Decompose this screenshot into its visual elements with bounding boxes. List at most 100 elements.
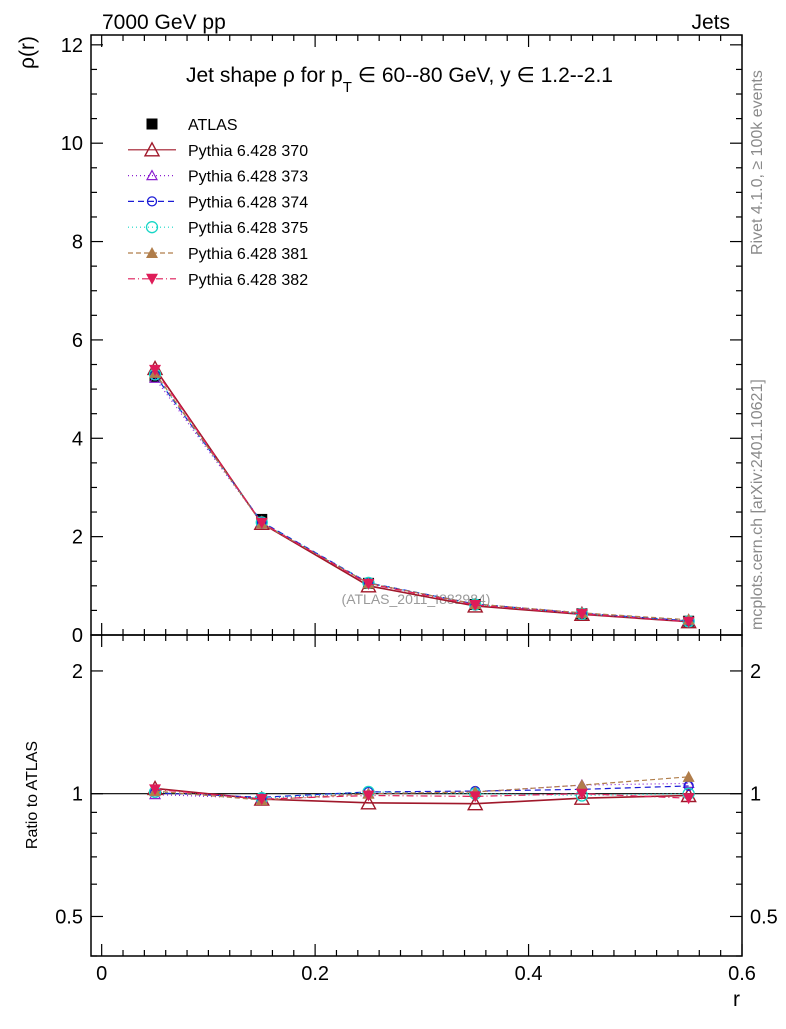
main-series-line [154, 372, 689, 621]
y-tick-label: 4 [72, 428, 83, 450]
ratio-data-point [682, 793, 695, 805]
ratio-panel-ticks [91, 635, 743, 957]
y-tick-label: 2 [72, 527, 83, 549]
legend-item: Pythia 6.428 382 [128, 272, 308, 289]
ratio-panel-series [146, 770, 697, 811]
main-series-0 [149, 371, 695, 627]
title-main: Jet shape ρ for p [186, 64, 343, 87]
ratio-data-point [362, 790, 375, 802]
title-rest: ∈ 60--80 GeV, y ∈ 1.2--2.1 [352, 64, 613, 87]
legend-item: ATLAS [146, 117, 238, 134]
y-tick-label-right: 1 [750, 784, 761, 806]
legend-label: Pythia 6.428 374 [188, 194, 308, 211]
ratio-data-point [573, 789, 591, 805]
legend-item: Pythia 6.428 370 [128, 141, 308, 160]
ratio-data-point [575, 779, 588, 791]
main-series-line [154, 367, 689, 623]
y-tick-label: 2 [72, 661, 83, 683]
main-data-point [362, 578, 375, 590]
legend-item: Pythia 6.428 374 [128, 194, 308, 211]
main-series-line [154, 373, 689, 622]
main-series-line [154, 369, 689, 623]
legend-marker [146, 273, 158, 285]
legend-label: ATLAS [188, 117, 238, 134]
ratio-data-point [467, 795, 484, 811]
main-panel-ticks [91, 35, 743, 636]
x-axis-label: r [733, 988, 740, 1011]
main-title: Jet shape ρ for pT ∈ 60--80 GeV, y ∈ 1.2… [186, 64, 613, 96]
legend-label: Pythia 6.428 382 [188, 272, 308, 289]
main-data-point [469, 600, 482, 611]
main-series-3 [149, 370, 694, 626]
x-tick-label: 0.6 [728, 963, 756, 985]
main-data-point [682, 616, 695, 628]
ratio-data-point [469, 791, 482, 803]
rivet-version-text: Rivet 4.1.0, ≥ 100k events [749, 70, 766, 255]
legend-marker [145, 169, 159, 181]
ratio-data-point [682, 770, 695, 782]
x-tick-label: 0.2 [301, 963, 329, 985]
y-tick-label: 10 [61, 133, 83, 155]
main-series-5 [149, 366, 695, 625]
main-series-2 [149, 372, 695, 626]
main-series-4 [148, 368, 695, 628]
main-series-1 [146, 359, 697, 629]
ratio-series-line [154, 788, 689, 800]
y-tick-label: 8 [72, 232, 83, 254]
title-sub: T [343, 79, 352, 96]
legend-label: Pythia 6.428 373 [188, 169, 308, 186]
main-series-line [154, 377, 689, 622]
mcplots-source-text: mcplots.cern.ch [arXiv:2401.10621] [749, 379, 766, 630]
legend-marker [145, 221, 159, 234]
legend-marker [146, 247, 158, 258]
legend-label: Pythia 6.428 381 [188, 246, 308, 263]
main-data-point [149, 364, 162, 376]
legend-item: Pythia 6.428 373 [128, 169, 308, 186]
legend-label: Pythia 6.428 370 [188, 143, 308, 160]
y-tick-label: 6 [72, 330, 83, 352]
ratio-series-line [154, 776, 689, 801]
ratio-data-point [149, 784, 162, 796]
main-data-point [255, 517, 268, 529]
x-tick-label: 0 [96, 963, 107, 985]
main-data-point [253, 514, 270, 531]
main-data-point [575, 608, 588, 620]
legend-marker [146, 196, 158, 207]
ratio-data-point [575, 788, 588, 800]
ratio-series-5 [149, 784, 695, 806]
legend-item: Pythia 6.428 381 [128, 246, 308, 263]
ratio-series-2 [149, 780, 694, 803]
legend-marker [146, 118, 158, 130]
header-right: Jets [691, 11, 730, 34]
legend-label: Pythia 6.428 375 [188, 220, 308, 237]
ratio-series-4 [149, 770, 695, 806]
ratio-series-line [155, 785, 689, 798]
y-tick-label-right: 2 [750, 661, 761, 683]
main-panel-series [146, 359, 697, 629]
y-tick-label: 1 [72, 784, 83, 806]
y-tick-label: 0.5 [55, 906, 83, 928]
main-series-6 [149, 364, 695, 628]
ratio-series-3 [148, 785, 695, 805]
y-tick-label-right: 0.5 [750, 906, 778, 928]
ratio-data-point [255, 794, 268, 806]
main-ylabel: ρ(r) [16, 36, 39, 69]
ratio-data-point [682, 777, 695, 788]
ratio-panel-ytick-labels: 0.5 0.5 1 1 2 2 [55, 661, 778, 929]
y-tick-label: 0 [72, 625, 83, 647]
ratio-series-1 [149, 777, 695, 803]
y-tick-label: 12 [61, 35, 83, 57]
analysis-watermark: (ATLAS_2011_I882984) [342, 591, 491, 607]
main-panel-ytick-labels: 0 2 4 6 8 10 12 [61, 35, 83, 647]
header-left: 7000 GeV pp [102, 11, 226, 34]
ratio-ylabel: Ratio to ATLAS [24, 741, 41, 849]
ratio-panel-frame [90, 634, 743, 957]
ratio-data-point [360, 794, 377, 810]
legend-item: Pythia 6.428 375 [128, 220, 308, 237]
x-tick-label: 0.4 [515, 963, 543, 985]
x-tick-labels: 0 0.2 0.4 0.6 [96, 963, 756, 985]
legend: ATLAS Pythia 6.428 370 Pythia 6.428 373 Pyt… [128, 117, 308, 289]
main-series-line [154, 374, 689, 622]
